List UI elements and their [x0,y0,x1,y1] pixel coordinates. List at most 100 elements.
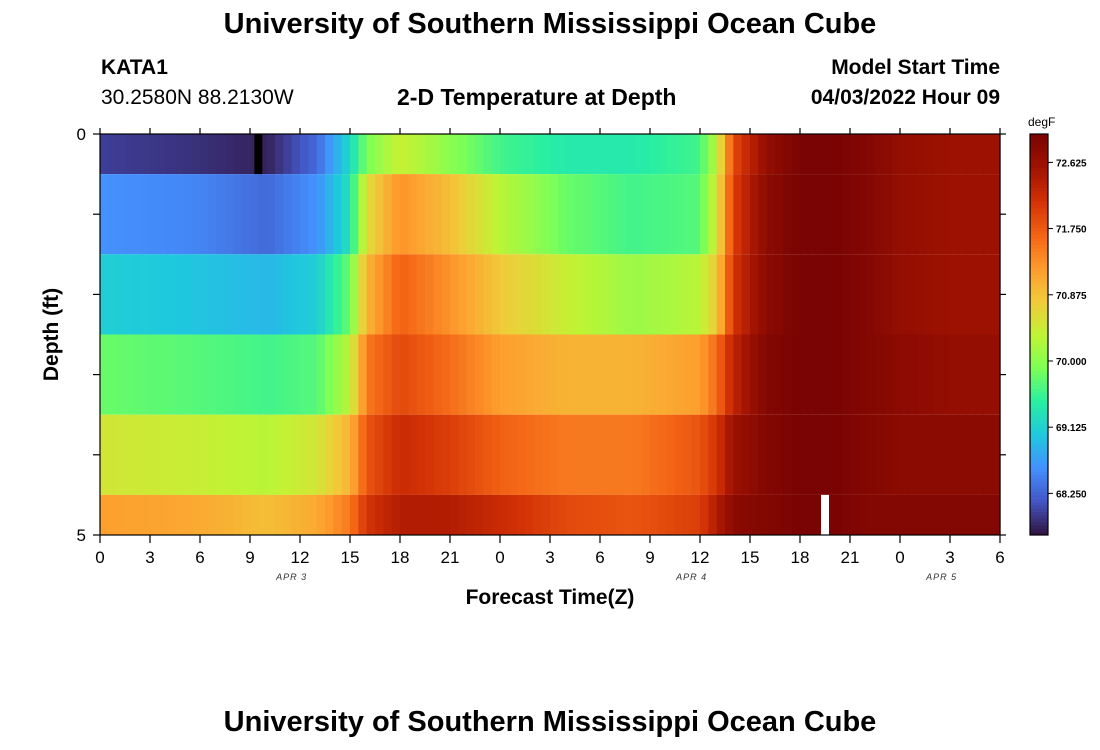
heatmap-cell [483,254,493,335]
colorbar-segment [1030,401,1048,406]
heatmap-cell [116,134,126,175]
heatmap-cell [600,254,609,335]
heatmap-cell [425,254,434,335]
heatmap-cell [983,334,993,415]
heatmap-cell [375,334,384,415]
heatmap-cell [291,334,301,415]
heatmap-cell [458,134,468,175]
heatmap-cell [666,254,676,335]
model-start-label: Model Start Time [831,56,1000,79]
heatmap-cell [725,414,734,495]
heatmap-cell [191,134,201,175]
heatmap-cell [483,414,493,495]
heatmap-cell [625,414,634,495]
colorbar-frame [1029,133,1049,536]
heatmap-cell [258,494,268,535]
heatmap-cell [266,414,276,495]
heatmap-cell [391,174,401,255]
heatmap-cell [183,134,193,175]
heatmap-cell [591,494,601,535]
colorbar-segment [1030,224,1048,229]
heatmap-cell [950,134,959,175]
x-tick-label: 18 [791,548,810,567]
heatmap-cell [700,254,709,335]
heatmap-cell [916,414,926,495]
heatmap-cell [475,334,484,415]
heatmap-cell [658,254,668,335]
heatmap-cell [916,174,926,255]
heatmap-cell [775,414,784,495]
colorbar-segment [1030,260,1048,265]
heatmap-cell [283,334,293,415]
colorbar-segment [1030,244,1048,249]
heatmap-cell [758,334,768,415]
heatmap-cell [766,494,776,535]
heatmap-cell [525,494,534,535]
heatmap-cell [433,134,443,175]
heatmap-cell [466,494,476,535]
heatmap-cell [541,334,551,415]
heatmap-cell [175,134,184,175]
heatmap-cell [950,174,959,255]
y-tick-label: 0 [77,125,86,144]
heatmap-cell [883,334,893,415]
heatmap-cell [641,494,651,535]
heatmap-cell [375,134,384,175]
heatmap-cell [900,134,909,175]
heatmap-cell [550,134,559,175]
heatmap-cell [408,334,418,415]
colorbar-tick-label: 68.250 [1056,489,1087,500]
heatmap-cell [700,134,709,175]
heatmap-cell [991,134,1001,175]
heatmap-cell [408,494,418,535]
heatmap-cell [783,494,793,535]
heatmap-cell [300,174,309,255]
heatmap-cell [875,134,884,175]
heatmap-cell [341,414,351,495]
heatmap-cell [875,334,884,415]
heatmap-cell [141,334,151,415]
colorbar-segment [1030,381,1048,386]
heatmap-cell [991,494,1001,535]
heatmap-cell [583,494,593,535]
heatmap-cell [175,174,184,255]
colorbar-segment [1030,408,1048,412]
heatmap-cell [933,134,943,175]
heatmap-cell [750,134,759,175]
heatmap-cell [316,174,326,255]
white-marker [821,494,829,535]
heatmap-cell [408,174,418,255]
heatmap-cell [900,334,909,415]
colorbar-segment [1030,421,1048,426]
colorbar-segment [1030,491,1048,496]
heatmap-cell [825,414,834,495]
heatmap-cell [991,414,1001,495]
heatmap-cell [566,254,576,335]
heatmap-cell [516,414,526,495]
colorbar-segment [1030,474,1048,479]
colorbar-segment [1030,327,1048,332]
colorbar-segment [1030,504,1048,509]
heatmap-cell [733,414,743,495]
colorbar-segment [1030,254,1048,259]
heatmap-cell [200,414,209,495]
heatmap-cell [808,414,818,495]
heatmap-cell [491,494,501,535]
heatmap-cell [900,414,909,495]
heatmap-cell [375,414,384,495]
colorbar-segment [1030,271,1048,275]
heatmap-cell [650,414,659,495]
heatmap-cell [891,414,901,495]
heatmap-cell [300,494,309,535]
heatmap-cell [916,254,926,335]
heatmap-cell [575,334,584,415]
heatmap-cell [616,414,626,495]
heatmap-cell [891,254,901,335]
heatmap-cell [641,414,651,495]
heatmap-cell [708,494,718,535]
heatmap-cell [625,254,634,335]
colorbar-segment [1030,524,1048,529]
heatmap-cell [458,334,468,415]
colorbar-segment [1030,404,1048,409]
heatmap-cell [333,134,343,175]
